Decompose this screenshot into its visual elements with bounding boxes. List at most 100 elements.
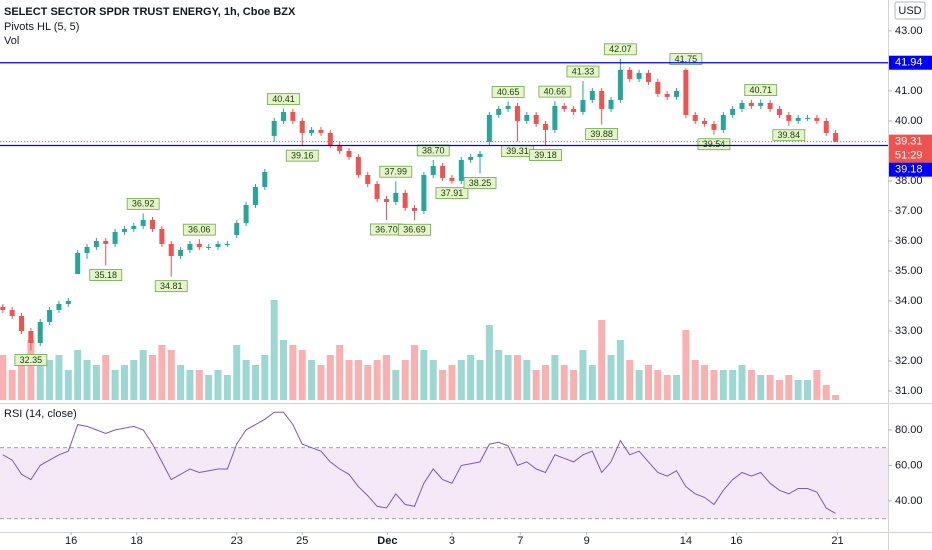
x-tick-label: 21 bbox=[831, 535, 843, 547]
x-tick-label: 25 bbox=[296, 535, 308, 547]
candle-body bbox=[28, 330, 34, 343]
volume-bar bbox=[738, 365, 746, 400]
volume-bar bbox=[794, 380, 802, 400]
volume-bar bbox=[542, 365, 550, 400]
candle-body bbox=[271, 120, 277, 136]
volume-bar bbox=[673, 375, 681, 400]
candle-body bbox=[103, 240, 109, 244]
volume-bar bbox=[532, 370, 540, 400]
pivot-label: 40.66 bbox=[544, 87, 567, 97]
candle-body bbox=[608, 99, 614, 109]
candle-body bbox=[636, 72, 642, 79]
volume-bar bbox=[27, 340, 35, 400]
volume-bar bbox=[411, 345, 419, 400]
currency-label[interactable]: USD bbox=[898, 5, 921, 17]
candle-body bbox=[645, 72, 651, 82]
x-tick-label: 23 bbox=[231, 535, 243, 547]
volume-bar bbox=[785, 375, 793, 400]
level-box bbox=[889, 55, 932, 70]
candle-body bbox=[730, 108, 736, 115]
rsi-tick-label: 40.00 bbox=[895, 495, 923, 507]
volume-bar bbox=[579, 350, 587, 400]
candle-body bbox=[767, 102, 773, 109]
candle-body bbox=[215, 243, 221, 247]
candle-body bbox=[617, 69, 623, 100]
pivot-box bbox=[154, 280, 188, 293]
candle-body bbox=[468, 156, 474, 160]
volume-bar bbox=[336, 345, 344, 400]
indicator-label: Pivots HL (5, 5) bbox=[4, 21, 79, 33]
pivot-box bbox=[267, 93, 300, 106]
volume-bar bbox=[729, 370, 737, 400]
candle-body bbox=[823, 120, 829, 133]
candle-body bbox=[65, 300, 71, 304]
candle-body bbox=[533, 114, 539, 124]
pivot-box bbox=[379, 165, 413, 178]
candle-body bbox=[365, 174, 371, 184]
pivot-label: 38.25 bbox=[469, 178, 492, 188]
volume-bar bbox=[251, 365, 259, 400]
x-tick-label: Dec bbox=[377, 535, 397, 547]
volume-bar bbox=[832, 395, 840, 400]
candle-body bbox=[524, 114, 530, 121]
candle-body bbox=[234, 222, 240, 235]
currency-box[interactable] bbox=[894, 1, 926, 20]
pivot-box bbox=[398, 223, 431, 236]
pivot-label: 41.33 bbox=[572, 66, 595, 76]
candle-body bbox=[814, 117, 820, 121]
volume-bar bbox=[139, 350, 147, 400]
candle-body bbox=[383, 198, 389, 202]
pivot-label: 39.54 bbox=[703, 139, 726, 149]
pivot-box bbox=[697, 138, 731, 151]
pivot-label: 35.18 bbox=[94, 270, 117, 280]
volume-bar bbox=[345, 360, 353, 400]
volume-bar bbox=[195, 370, 203, 400]
candle-body bbox=[187, 243, 193, 250]
candle-body bbox=[412, 207, 418, 211]
pivot-label: 40.71 bbox=[749, 85, 772, 95]
x-tick-label: 16 bbox=[730, 535, 742, 547]
volume-bar bbox=[626, 360, 634, 400]
volume-bar bbox=[317, 365, 325, 400]
candle-body bbox=[168, 243, 174, 256]
rsi-band bbox=[0, 447, 888, 519]
candle-body bbox=[702, 120, 708, 124]
volume-bar bbox=[233, 345, 241, 400]
level-box bbox=[889, 162, 932, 177]
volume-bar bbox=[186, 370, 194, 400]
candle-body bbox=[196, 243, 202, 247]
candle-body bbox=[252, 186, 258, 205]
rsi-title: RSI (14, close) bbox=[4, 408, 77, 420]
volume-bar bbox=[635, 370, 643, 400]
candle-body bbox=[561, 105, 567, 109]
pivot-label: 42.07 bbox=[609, 44, 632, 54]
candle-body bbox=[299, 120, 305, 133]
volume-bar bbox=[149, 355, 157, 400]
volume-bar bbox=[270, 300, 278, 400]
rsi-tick-label: 80.00 bbox=[895, 424, 923, 436]
x-tick-label: 18 bbox=[130, 535, 142, 547]
pivot-box bbox=[182, 223, 216, 236]
candle-body bbox=[758, 102, 764, 106]
pivot-label: 39.88 bbox=[590, 129, 613, 139]
pivot-box bbox=[585, 128, 619, 140]
candle-body bbox=[477, 153, 483, 157]
volume-bar bbox=[654, 370, 662, 400]
volume-bar bbox=[691, 360, 699, 400]
candle-body bbox=[514, 105, 520, 121]
candle-body bbox=[178, 249, 184, 256]
volume-bar bbox=[205, 375, 213, 400]
candle-body bbox=[309, 129, 315, 133]
candle-body bbox=[150, 219, 156, 229]
volume-bar bbox=[775, 380, 783, 400]
volume-bar bbox=[177, 365, 185, 400]
level-label: 41.94 bbox=[895, 57, 923, 69]
volume-bar bbox=[467, 355, 475, 400]
candle-body bbox=[355, 156, 361, 175]
pivot-label: 37.91 bbox=[441, 188, 464, 198]
indicator-label: Vol bbox=[4, 35, 19, 47]
volume-bar bbox=[560, 365, 568, 400]
candle-body bbox=[552, 105, 558, 130]
candle-body bbox=[440, 165, 446, 178]
candle-body bbox=[346, 150, 352, 157]
